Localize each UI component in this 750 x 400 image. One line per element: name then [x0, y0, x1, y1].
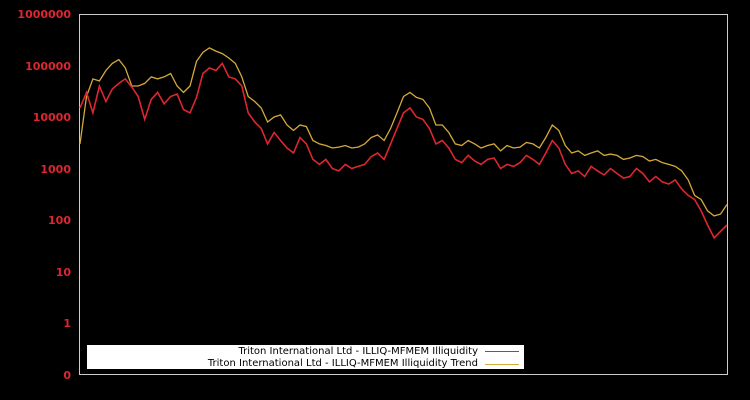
y-tick-label: 10000	[32, 111, 71, 124]
illiquidity-line	[79, 61, 728, 240]
y-tick-label: 100	[48, 214, 71, 227]
plot-frame	[79, 14, 728, 375]
y-tick-label: 1000	[40, 163, 71, 176]
illiquidity-trend-line	[79, 47, 728, 217]
y-tick-label: 1000000	[17, 8, 71, 21]
y-tick-label: 10	[55, 266, 71, 279]
y-tick-label: 0	[63, 369, 71, 382]
legend-label-trend: Triton International Ltd - ILLIQ-MFMEM I…	[207, 358, 478, 369]
y-tick-label: 1	[63, 317, 71, 330]
legend-swatch-trend	[485, 364, 519, 365]
chart-legend: Triton International Ltd - ILLIQ-MFMEM I…	[87, 345, 524, 369]
legend-swatch-illiquidity	[485, 351, 519, 352]
legend-label-illiquidity: Triton International Ltd - ILLIQ-MFMEM I…	[238, 346, 478, 357]
y-tick-label: 100000	[25, 60, 71, 73]
